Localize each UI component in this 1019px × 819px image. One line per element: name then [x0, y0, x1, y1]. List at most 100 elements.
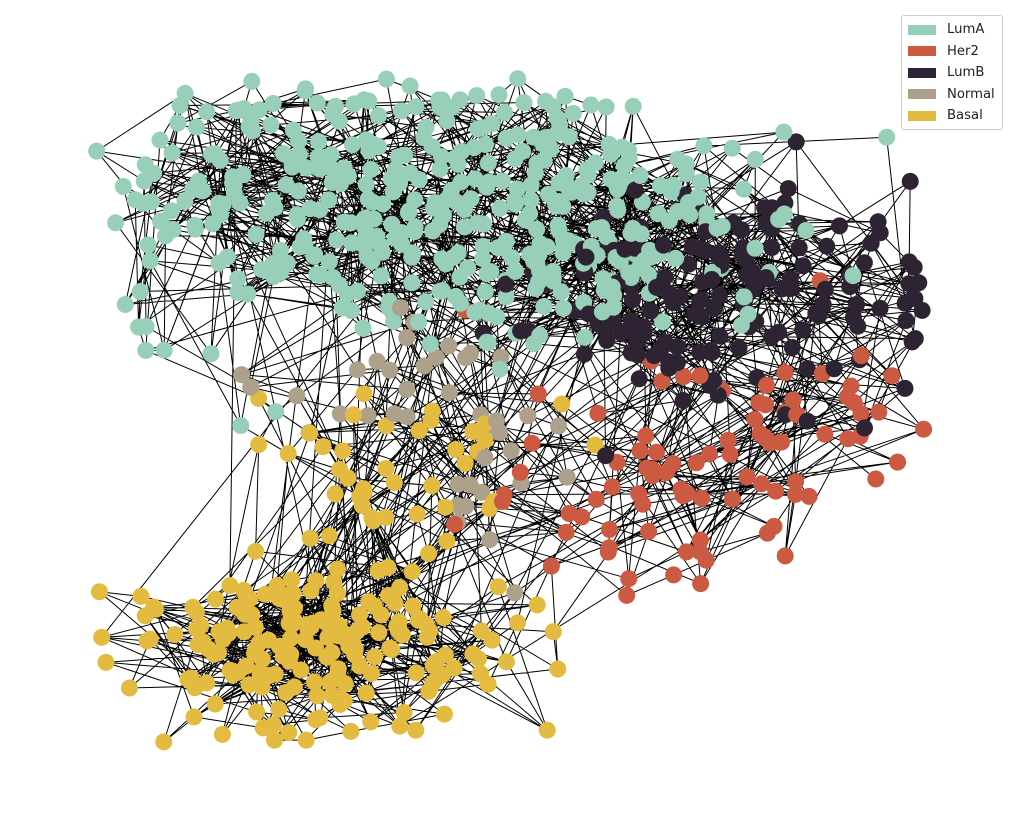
- node-lumb: [787, 133, 805, 151]
- node-luma: [250, 101, 268, 119]
- node-basal: [185, 708, 203, 726]
- node-luma: [374, 243, 391, 261]
- node-lumb: [763, 328, 781, 346]
- node-lumb: [702, 341, 720, 359]
- node-luma: [401, 77, 419, 95]
- node-luma: [410, 171, 428, 189]
- node-luma: [555, 232, 572, 250]
- node-luma: [289, 182, 307, 200]
- node-luma: [878, 128, 896, 146]
- node-luma: [391, 174, 409, 192]
- node-her2: [784, 391, 802, 409]
- node-luma: [491, 199, 509, 217]
- node-luma: [692, 173, 710, 191]
- node-luma: [377, 70, 395, 88]
- node-lumb: [674, 392, 692, 409]
- node-luma: [203, 145, 220, 163]
- node-lumb: [763, 239, 781, 256]
- node-luma: [479, 154, 497, 172]
- node-basal: [246, 618, 264, 636]
- node-basal: [528, 596, 546, 614]
- node-lumb: [616, 240, 634, 258]
- node-luma: [476, 136, 494, 153]
- node-luma: [232, 417, 250, 434]
- node-luma: [264, 95, 282, 112]
- node-basal: [320, 527, 338, 545]
- node-basal: [489, 578, 507, 596]
- node-her2: [653, 372, 671, 390]
- node-luma: [130, 318, 148, 336]
- node-her2: [601, 521, 618, 538]
- node-luma: [476, 283, 494, 301]
- node-basal: [329, 627, 347, 645]
- node-luma: [258, 204, 276, 222]
- node-luma: [267, 403, 285, 421]
- node-lumb: [497, 275, 515, 293]
- node-luma: [447, 288, 465, 305]
- node-her2: [691, 531, 709, 549]
- node-basal: [470, 650, 488, 668]
- node-luma: [509, 70, 527, 88]
- node-luma: [335, 213, 353, 231]
- node-luma: [152, 212, 169, 230]
- node-luma: [290, 132, 307, 150]
- node-her2: [816, 425, 834, 443]
- node-luma: [451, 91, 469, 109]
- node-basal: [420, 545, 438, 563]
- node-luma: [446, 149, 464, 167]
- node-lumb: [807, 305, 825, 322]
- node-basal: [206, 695, 224, 713]
- node-luma: [339, 167, 357, 185]
- node-luma: [297, 159, 315, 177]
- node-luma: [844, 267, 862, 285]
- node-basal: [282, 629, 300, 647]
- node-luma: [431, 160, 449, 178]
- node-basal: [147, 600, 164, 618]
- node-basal: [354, 618, 371, 636]
- node-her2: [678, 543, 695, 561]
- node-lumb: [906, 330, 924, 348]
- node-luma: [503, 249, 521, 267]
- node-lumb: [597, 447, 614, 465]
- node-normal: [359, 407, 377, 425]
- node-basal: [284, 585, 302, 603]
- node-luma: [713, 217, 731, 235]
- node-basal: [248, 703, 266, 721]
- node-basal: [407, 721, 425, 739]
- node-lumb: [656, 268, 674, 286]
- node-basal: [464, 423, 482, 440]
- node-luma: [452, 173, 470, 191]
- node-her2: [603, 478, 621, 496]
- node-lumb: [798, 360, 816, 378]
- legend-item-luma: LumA: [902, 19, 1002, 41]
- node-luma: [449, 244, 467, 262]
- node-luma: [310, 133, 328, 151]
- node-lumb: [751, 273, 768, 290]
- node-normal: [348, 361, 366, 379]
- node-luma: [479, 334, 497, 351]
- node-luma: [239, 285, 257, 303]
- node-basal: [256, 585, 274, 603]
- node-normal: [558, 468, 576, 486]
- node-basal: [404, 597, 422, 615]
- node-basal: [302, 582, 320, 600]
- node-luma: [746, 150, 764, 168]
- legend-swatch-lumb: [908, 67, 936, 78]
- node-normal: [385, 405, 403, 423]
- node-basal: [423, 477, 441, 495]
- node-luma: [88, 142, 106, 160]
- node-her2: [870, 403, 888, 421]
- node-luma: [544, 272, 562, 290]
- node-luma: [506, 150, 524, 168]
- node-luma: [320, 191, 338, 209]
- node-luma: [576, 328, 594, 346]
- node-luma: [495, 103, 513, 121]
- node-basal: [277, 684, 295, 701]
- node-luma: [247, 226, 265, 243]
- node-basal: [334, 442, 352, 460]
- node-normal: [242, 378, 260, 396]
- legend-label-basal: Basal: [947, 108, 983, 124]
- node-lumb: [645, 347, 663, 365]
- node-luma: [542, 140, 560, 158]
- node-luma: [522, 191, 540, 209]
